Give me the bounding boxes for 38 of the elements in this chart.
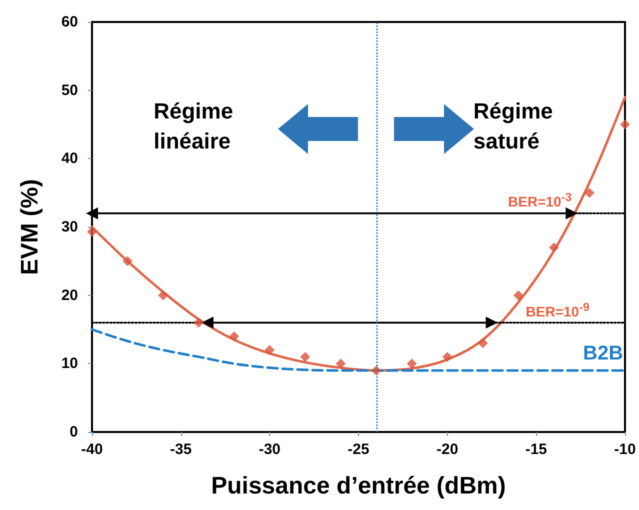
x-tick-label: -10 — [614, 441, 636, 458]
point — [442, 352, 452, 362]
point — [548, 242, 559, 252]
x-tick-label: -35 — [170, 441, 192, 458]
x-tick-label: -15 — [525, 441, 548, 458]
x-axis-title: Puissance d’entrée (dBm) — [211, 472, 506, 500]
point — [406, 358, 417, 369]
x-tick-label: -30 — [258, 441, 281, 458]
point — [584, 188, 594, 198]
point — [158, 290, 168, 300]
point — [620, 120, 630, 130]
annotation: Régime linéaire — [154, 98, 234, 154]
point — [513, 290, 524, 300]
y-tick-label: 10 — [61, 355, 78, 372]
annotation: BER=10$^{-3}$ — [508, 191, 572, 210]
point — [478, 338, 488, 348]
y-tick-label: 30 — [61, 218, 78, 236]
point — [336, 358, 346, 369]
annotation: Régime saturé — [473, 98, 553, 154]
point — [229, 331, 240, 342]
y-axis-title: EVM (%) — [16, 179, 44, 275]
series-label: B2B — [582, 342, 624, 364]
point — [122, 256, 133, 266]
point — [264, 345, 275, 355]
x-tick-label: -25 — [348, 441, 370, 458]
y-tick-label: 0 — [70, 424, 78, 440]
line-series — [90, 328, 626, 372]
x-tick-label: -40 — [81, 441, 103, 458]
point — [194, 318, 204, 328]
y-tick-label: 40 — [61, 150, 78, 168]
x-tick-label: -20 — [436, 441, 458, 458]
point — [371, 366, 382, 376]
y-tick-label: 50 — [61, 82, 78, 99]
annotation: BER=10$^{-9}$ — [526, 300, 590, 320]
point — [300, 352, 310, 362]
y-tick-label: 20 — [61, 286, 78, 304]
y-tick-label: 60 — [61, 14, 78, 30]
point — [87, 226, 97, 237]
